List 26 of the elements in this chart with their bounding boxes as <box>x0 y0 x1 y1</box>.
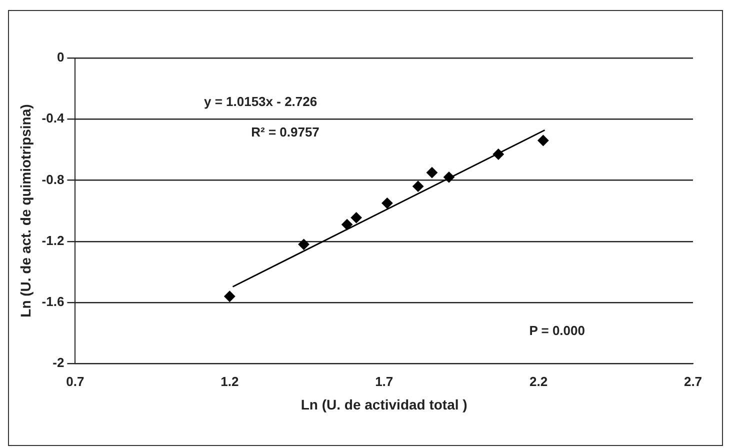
x-tick-label: 0.7 <box>66 374 84 389</box>
point <box>342 219 353 230</box>
point <box>492 148 504 160</box>
annotation: P = 0.000 <box>529 323 585 338</box>
point <box>538 135 549 146</box>
annotation: R² = 0.9757 <box>251 124 320 140</box>
y-axis-title: Ln (U. de act. de quimiotripsina) <box>17 104 34 318</box>
point <box>412 180 424 192</box>
point <box>224 290 236 302</box>
point <box>350 212 362 224</box>
y-tick-label: -0.4 <box>42 110 65 126</box>
x-axis-title: Ln (U. de actividad total ) <box>300 396 468 412</box>
x-tick-label: 2.7 <box>684 374 702 389</box>
point <box>298 238 310 250</box>
x-tick-label: 1.2 <box>220 374 239 389</box>
point <box>443 172 454 183</box>
y-tick-label: -1.6 <box>42 294 64 310</box>
point <box>426 167 438 178</box>
annotation: y = 1.0153x - 2.726 <box>204 94 318 109</box>
y-tick-label: 0 <box>56 50 64 65</box>
y-tick-label: -2 <box>52 355 64 370</box>
point <box>382 198 393 209</box>
x-tick-label: 1.7 <box>375 374 394 389</box>
y-tick-label: -0.8 <box>42 172 64 187</box>
y-tick-label: -1.2 <box>42 232 64 248</box>
x-tick-label: 2.2 <box>530 374 548 389</box>
